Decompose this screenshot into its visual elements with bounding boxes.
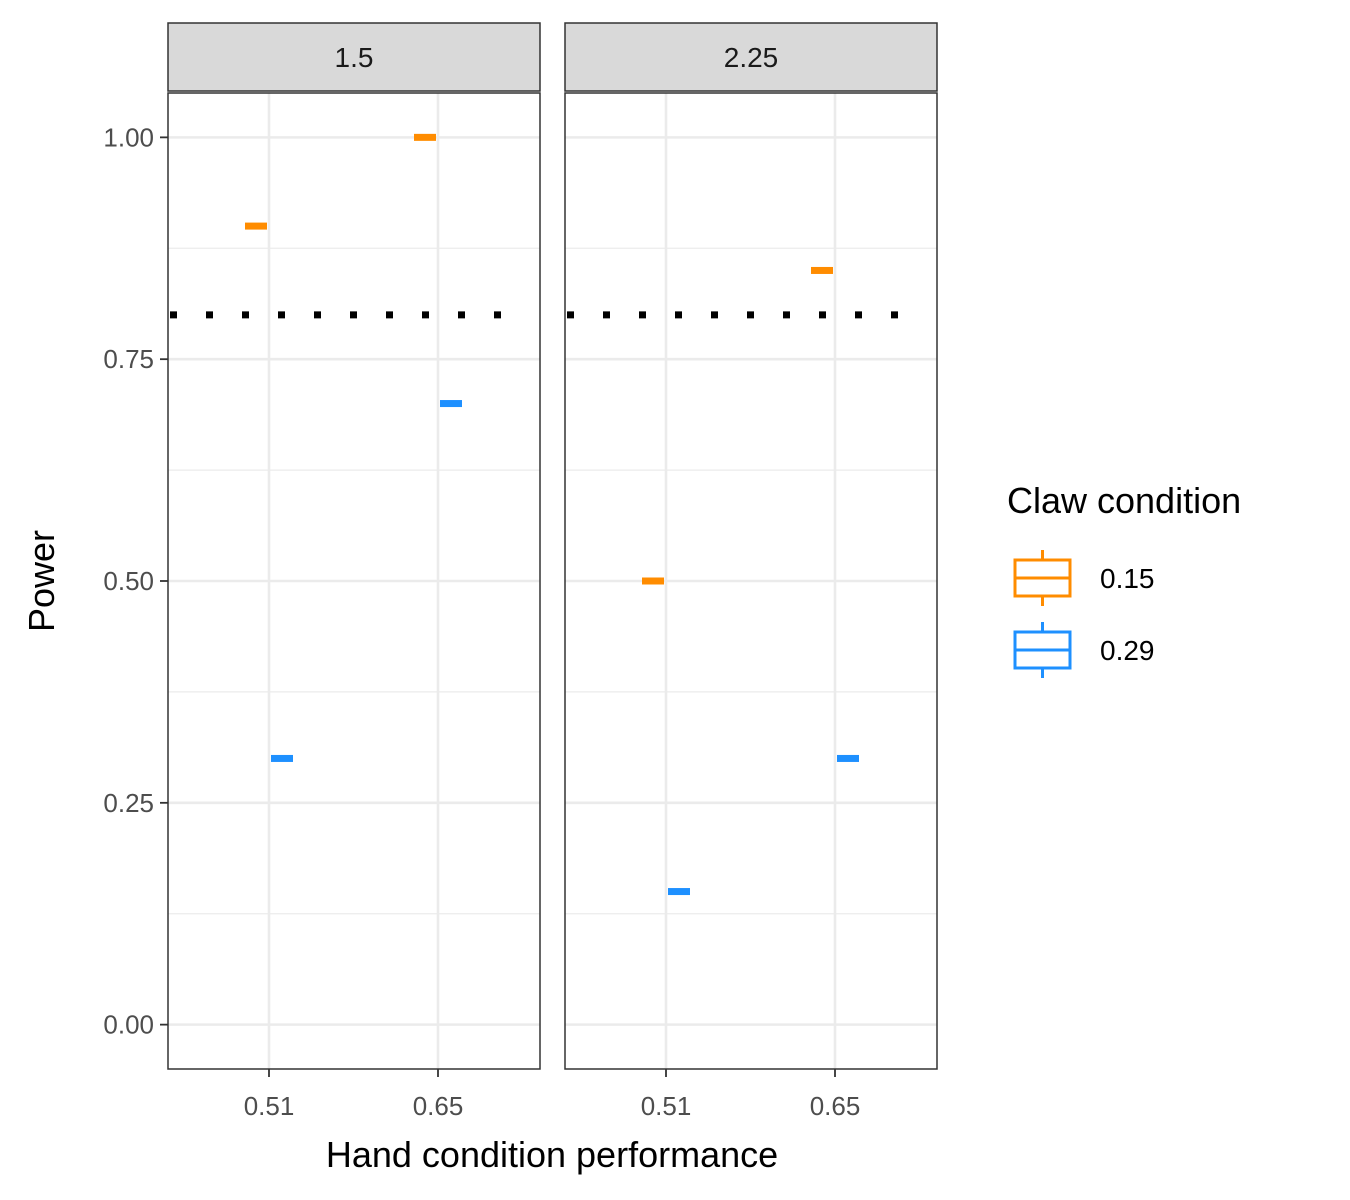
box-mark — [811, 266, 833, 274]
strip-background — [167, 22, 541, 92]
box-mark — [245, 222, 267, 230]
box-mark — [837, 754, 859, 762]
legend-label: 0.15 — [1100, 563, 1155, 594]
box-mark — [271, 754, 293, 762]
box-mark — [440, 400, 462, 408]
y-axis: 0.00 0.25 0.50 0.75 1.00 — [103, 122, 168, 1040]
legend-entries: 0.15 0.29 — [1013, 550, 1155, 678]
strip-label: 1.5 — [335, 42, 374, 73]
y-axis-title: Power — [21, 530, 62, 632]
strip-background — [564, 22, 938, 92]
y-tick-label: 0.00 — [103, 1010, 154, 1040]
x-tick-label: 0.65 — [413, 1091, 464, 1121]
box-mark — [642, 577, 664, 585]
x-axis-title: Hand condition performance — [326, 1134, 778, 1175]
legend-entry: 0.29 — [1013, 622, 1155, 678]
legend-label: 0.29 — [1100, 635, 1155, 666]
y-tick-label: 0.50 — [103, 566, 154, 596]
facet-panel-2: 2.25 0.51 0.65 — [564, 22, 938, 1121]
y-tick-label: 0.25 — [103, 788, 154, 818]
legend-entry: 0.15 — [1013, 550, 1155, 606]
box-mark — [668, 888, 690, 896]
legend-title: Claw condition — [1007, 480, 1241, 521]
legend: Claw condition 0.15 0.29 — [1007, 480, 1241, 678]
facet-panel-1: 1.5 0.51 0.65 — [167, 22, 541, 1121]
y-tick-label: 1.00 — [103, 122, 154, 152]
panel-border — [564, 92, 938, 1070]
x-tick-label: 0.51 — [244, 1091, 295, 1121]
strip-label: 2.25 — [724, 42, 779, 73]
panels-layer: 1.5 0.51 0.65 2.25 0.51 0.65 — [167, 22, 938, 1121]
x-tick-label: 0.51 — [641, 1091, 692, 1121]
box-mark — [414, 133, 436, 141]
y-tick-label: 0.75 — [103, 344, 154, 374]
x-tick-label: 0.65 — [810, 1091, 861, 1121]
